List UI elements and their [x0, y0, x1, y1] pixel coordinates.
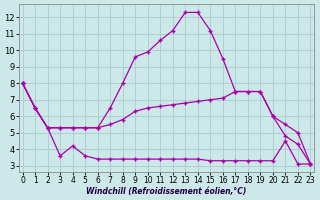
X-axis label: Windchill (Refroidissement éolien,°C): Windchill (Refroidissement éolien,°C): [86, 187, 247, 196]
